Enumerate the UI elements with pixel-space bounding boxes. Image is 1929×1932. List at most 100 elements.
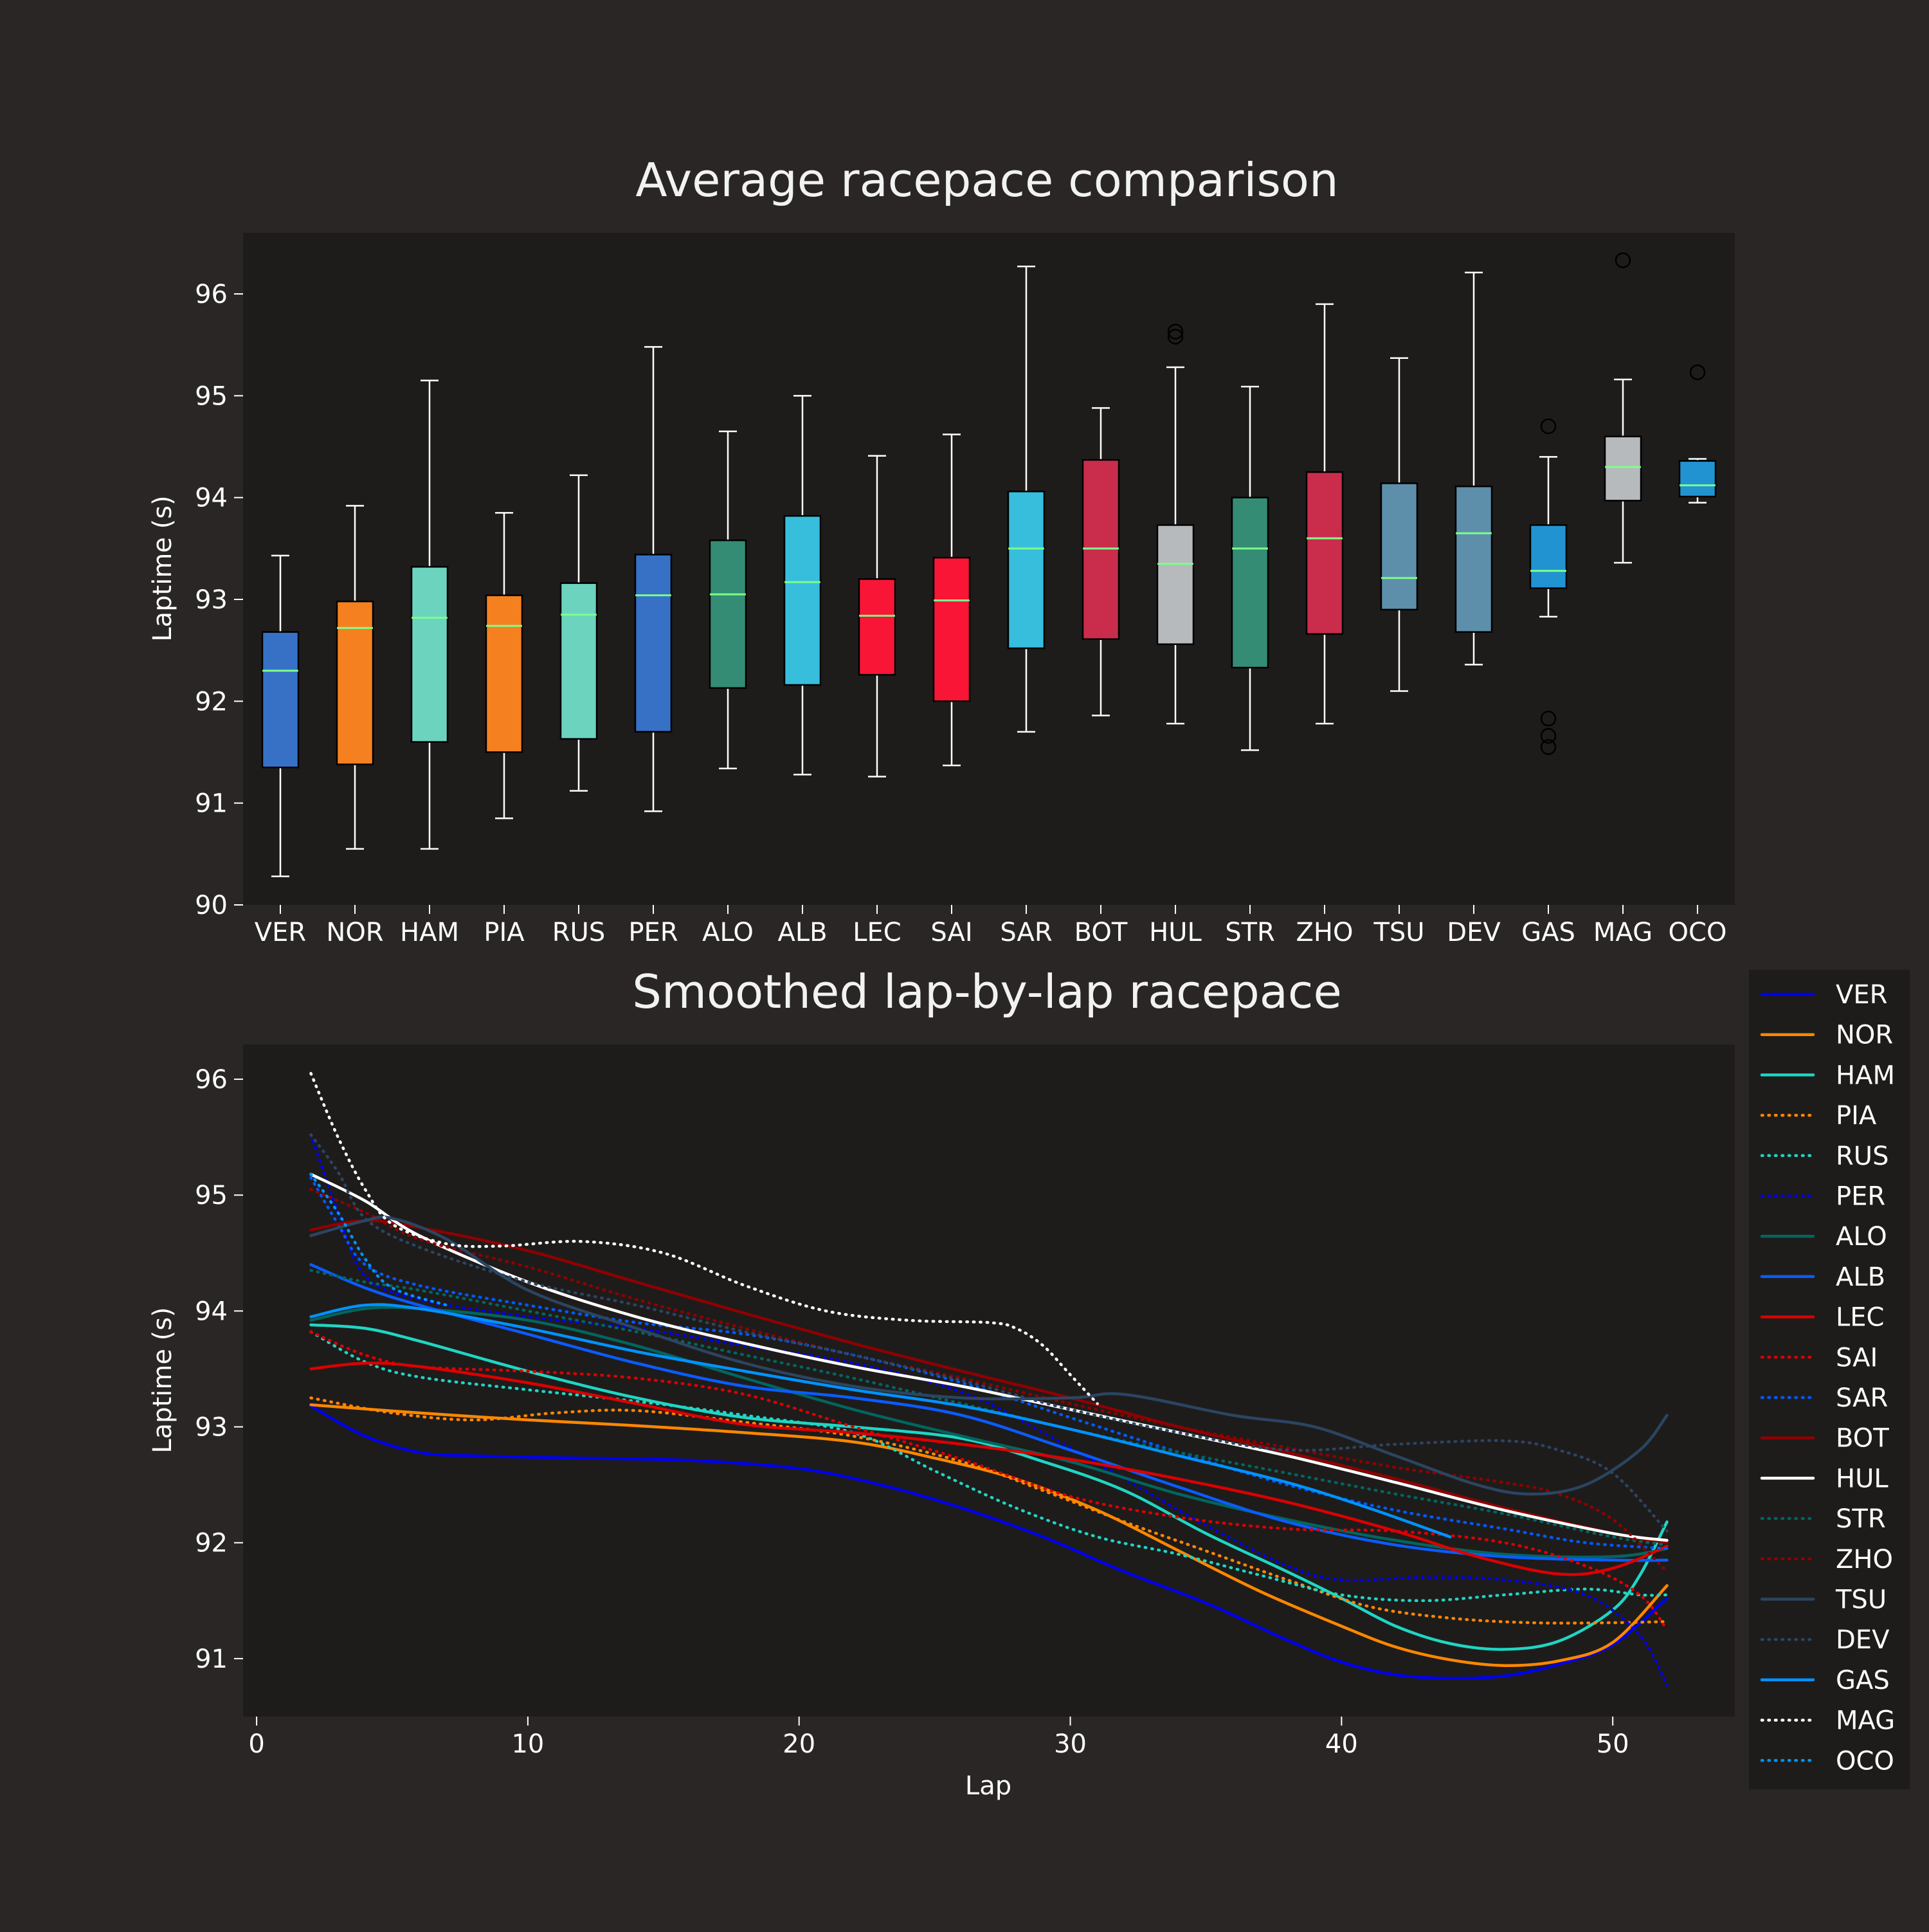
box-iqr bbox=[1156, 524, 1195, 645]
box-mag bbox=[1604, 252, 1642, 564]
box-iqr bbox=[1305, 471, 1344, 635]
boxplot-ytick-label: 94 bbox=[195, 484, 228, 513]
box-iqr bbox=[1454, 486, 1493, 633]
box-outlier bbox=[1689, 364, 1706, 381]
linechart-ytick-label: 93 bbox=[195, 1413, 228, 1443]
legend-items: VER NOR HAM PIA RUS PER ALO ALB LEC SAI SAR BOT HUL S… bbox=[1760, 980, 1895, 1776]
box-iqr bbox=[858, 578, 896, 676]
linechart-ytick-label: 96 bbox=[195, 1065, 228, 1095]
box-iqr bbox=[1678, 460, 1717, 498]
legend-label: PER bbox=[1836, 1182, 1885, 1212]
boxplot-plot-area bbox=[243, 233, 1735, 905]
legend-label: MAG bbox=[1836, 1706, 1895, 1736]
box-iqr bbox=[410, 566, 449, 743]
linechart-ylabel: Laptime (s) bbox=[148, 1307, 177, 1453]
linechart-xtick-label: 50 bbox=[1597, 1729, 1629, 1759]
box-alo bbox=[709, 430, 747, 770]
series-line-bot bbox=[309, 1219, 1669, 1544]
boxplot-ytick-label: 96 bbox=[195, 280, 228, 309]
linechart-ytick-label: 95 bbox=[195, 1181, 228, 1210]
boxplot-xtick-label: HUL bbox=[1149, 918, 1202, 947]
box-iqr bbox=[634, 554, 673, 733]
boxplot-xtick-label: PIA bbox=[484, 918, 525, 947]
boxplot-xtick-label: SAI bbox=[930, 918, 972, 947]
box-sai bbox=[932, 433, 971, 767]
box-nor bbox=[336, 505, 374, 850]
box-iqr bbox=[1082, 459, 1120, 640]
series-line-nor bbox=[309, 1403, 1669, 1667]
box-iqr bbox=[932, 556, 971, 702]
linechart-ytick-label: 91 bbox=[195, 1645, 228, 1674]
box-iqr bbox=[559, 582, 598, 740]
series-line-zho bbox=[309, 1187, 1669, 1574]
box-outlier bbox=[1167, 329, 1184, 345]
boxplot-xtick-label: RUS bbox=[552, 918, 605, 947]
legend-item-sar: SAR bbox=[1760, 1383, 1888, 1413]
linechart-marks bbox=[309, 1071, 1669, 1687]
box-outlier bbox=[1540, 711, 1557, 727]
legend-label: HAM bbox=[1836, 1061, 1895, 1090]
legend: VER NOR HAM PIA RUS PER ALO ALB LEC SAI SAR BOT HUL S… bbox=[1749, 970, 1910, 1789]
box-iqr bbox=[783, 515, 822, 686]
box-pia bbox=[485, 512, 523, 819]
boxplot-xtick-label: NOR bbox=[326, 918, 383, 947]
legend-item-alo: ALO bbox=[1760, 1222, 1887, 1252]
legend-label: GAS bbox=[1836, 1666, 1890, 1695]
box-ver bbox=[261, 554, 300, 877]
linechart-xtick-label: 30 bbox=[1054, 1729, 1087, 1759]
legend-label: DEV bbox=[1836, 1625, 1890, 1655]
boxplot-xtick-label: DEV bbox=[1447, 918, 1501, 947]
series-line-alb bbox=[309, 1263, 1669, 1562]
box-iqr bbox=[1231, 497, 1269, 669]
linechart-axes: 91 92 93 94 95 96 0 10 20 30 40 50 bbox=[195, 1065, 1629, 1759]
series-line-oco bbox=[309, 1172, 448, 1307]
legend-label: ALO bbox=[1836, 1222, 1887, 1252]
box-rus bbox=[559, 474, 598, 792]
series-line-sai bbox=[309, 1330, 1669, 1632]
series-line-str bbox=[309, 1269, 1669, 1547]
box-iqr bbox=[485, 594, 523, 753]
box-iqr bbox=[1380, 482, 1418, 611]
legend-item-bot: BOT bbox=[1760, 1424, 1889, 1454]
legend-item-alb: ALB bbox=[1760, 1262, 1885, 1292]
legend-item-str: STR bbox=[1760, 1504, 1886, 1534]
boxplot-panel: Average racepace comparison 90 91 92 93 94 95… bbox=[148, 153, 1735, 947]
legend-label: RUS bbox=[1836, 1142, 1888, 1171]
boxplot-title: Average racepace comparison bbox=[635, 153, 1338, 207]
legend-item-lec: LEC bbox=[1760, 1303, 1885, 1333]
box-alb bbox=[783, 395, 822, 776]
series-line-ham bbox=[309, 1323, 1669, 1651]
legend-label: TSU bbox=[1835, 1585, 1887, 1615]
linechart-ytick-label: 92 bbox=[195, 1529, 228, 1558]
boxplot-ytick-label: 90 bbox=[195, 891, 228, 920]
linechart-xtick-label: 0 bbox=[248, 1729, 264, 1759]
legend-item-nor: NOR bbox=[1760, 1021, 1893, 1050]
box-iqr bbox=[261, 631, 300, 769]
legend-item-sai: SAI bbox=[1760, 1343, 1878, 1372]
series-line-gas bbox=[309, 1303, 1452, 1538]
linechart-xtick-label: 10 bbox=[511, 1729, 544, 1759]
box-hul bbox=[1156, 324, 1195, 725]
box-iqr bbox=[1604, 435, 1642, 502]
box-ham bbox=[410, 379, 449, 850]
boxplot-xtick-label: TSU bbox=[1373, 918, 1424, 947]
legend-label: OCO bbox=[1836, 1746, 1894, 1776]
legend-item-rus: RUS bbox=[1760, 1142, 1888, 1171]
boxplot-xtick-label: MAG bbox=[1593, 918, 1653, 947]
legend-label: SAR bbox=[1836, 1383, 1888, 1413]
series-line-rus bbox=[309, 1330, 1669, 1603]
box-tsu bbox=[1380, 357, 1418, 692]
legend-item-per: PER bbox=[1760, 1182, 1885, 1212]
linechart-xtick-label: 40 bbox=[1325, 1729, 1358, 1759]
boxplot-xtick-label: ALO bbox=[702, 918, 754, 947]
legend-label: ZHO bbox=[1836, 1545, 1893, 1574]
box-lec bbox=[858, 455, 896, 778]
legend-item-ver: VER bbox=[1760, 980, 1887, 1010]
box-zho bbox=[1305, 303, 1344, 725]
boxplot-xtick-label: ZHO bbox=[1296, 918, 1354, 947]
box-bot bbox=[1082, 407, 1120, 716]
boxplot-xtick-label: GAS bbox=[1521, 918, 1575, 947]
box-per bbox=[634, 346, 673, 812]
